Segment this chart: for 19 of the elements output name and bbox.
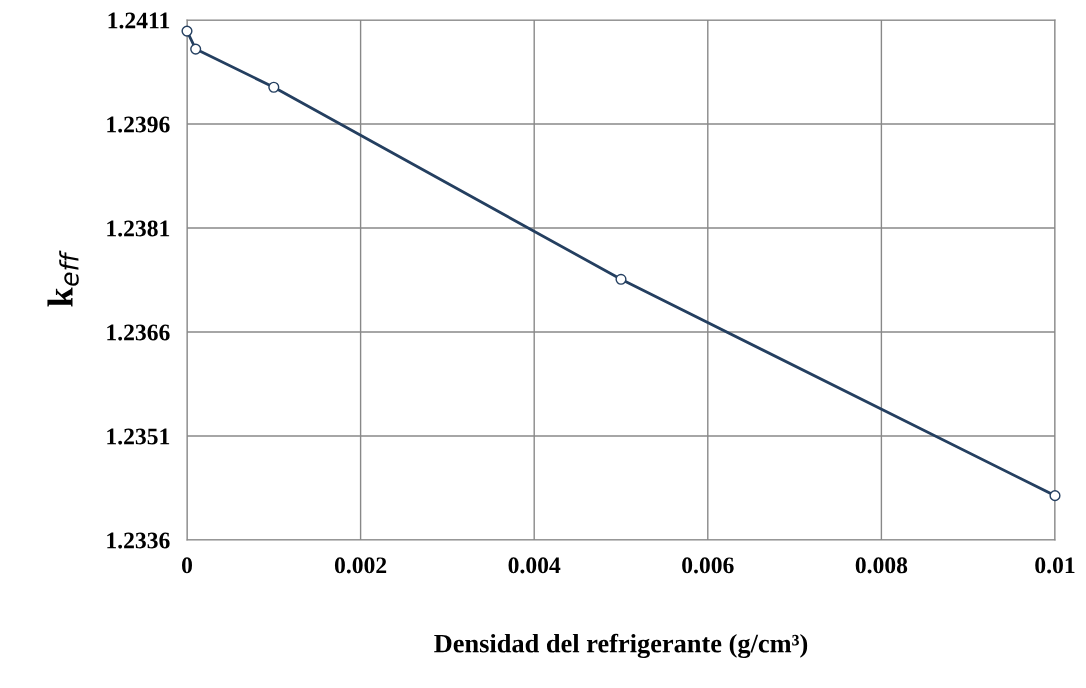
x-tick-label: 0.008 xyxy=(855,557,908,574)
y-tick-label: 1.2381 xyxy=(107,220,170,237)
x-tick-label: 0.002 xyxy=(334,557,387,574)
y-tick-label: 1.2396 xyxy=(107,116,170,133)
y-tick-label: 1.2351 xyxy=(107,428,170,445)
x-tick-label: 0.01 xyxy=(1035,557,1075,574)
point xyxy=(190,43,202,55)
x-tick-label: 0.004 xyxy=(508,557,561,574)
point xyxy=(615,273,627,285)
y-tick-label: 1.2336 xyxy=(107,532,170,549)
point xyxy=(181,25,193,37)
x-tick-label: 0 xyxy=(182,557,192,574)
y-tick-label: 1.2411 xyxy=(108,12,170,29)
y-axis-title: k$_{eff}$ xyxy=(47,250,79,307)
point xyxy=(1049,490,1061,502)
y-tick-label: 1.2366 xyxy=(107,324,170,341)
point xyxy=(268,81,280,93)
x-tick-label: 0.006 xyxy=(682,557,734,574)
x-axis-title: Densidad del refrigerante (g/cm³) xyxy=(434,633,808,659)
